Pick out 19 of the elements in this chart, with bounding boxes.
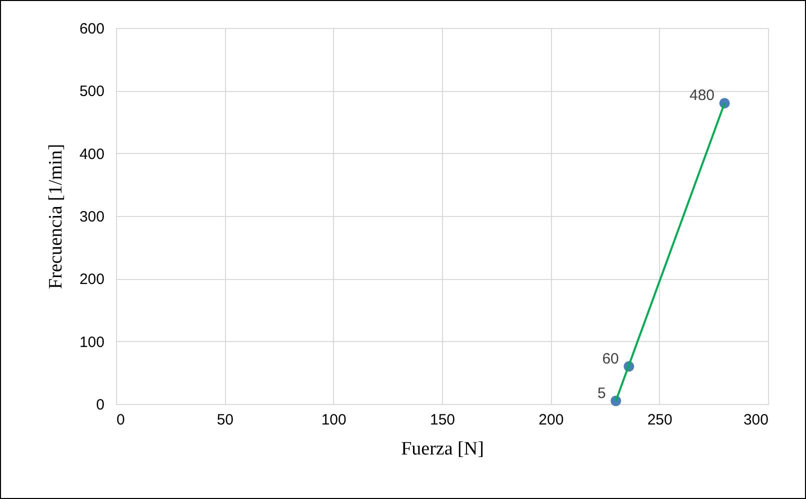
y-tick-label: 100 — [79, 334, 104, 351]
y-tick-label: 500 — [79, 83, 104, 100]
x-axis-title: Fuerza [N] — [401, 438, 484, 460]
y-tick-label: 400 — [79, 146, 104, 163]
x-tick-label: 50 — [216, 412, 234, 428]
x-tick-label: 0 — [116, 412, 125, 428]
x-tick-label: 150 — [430, 412, 456, 428]
x-tick-label: 100 — [321, 412, 346, 428]
data-label: 60 — [602, 350, 619, 368]
y-axis-title: Frecuencia [1/min] — [45, 144, 66, 290]
y-tick-label: 300 — [79, 208, 104, 226]
y-tick-label: 0 — [96, 396, 104, 414]
x-tick-label: 250 — [647, 412, 672, 428]
data-label: 5 — [598, 384, 606, 402]
data-label: 480 — [690, 87, 715, 104]
x-tick-label: 300 — [743, 412, 768, 428]
y-tick-label: 600 — [79, 20, 104, 38]
x-tick-label: 200 — [538, 412, 564, 428]
y-tick-label: 200 — [79, 271, 104, 288]
